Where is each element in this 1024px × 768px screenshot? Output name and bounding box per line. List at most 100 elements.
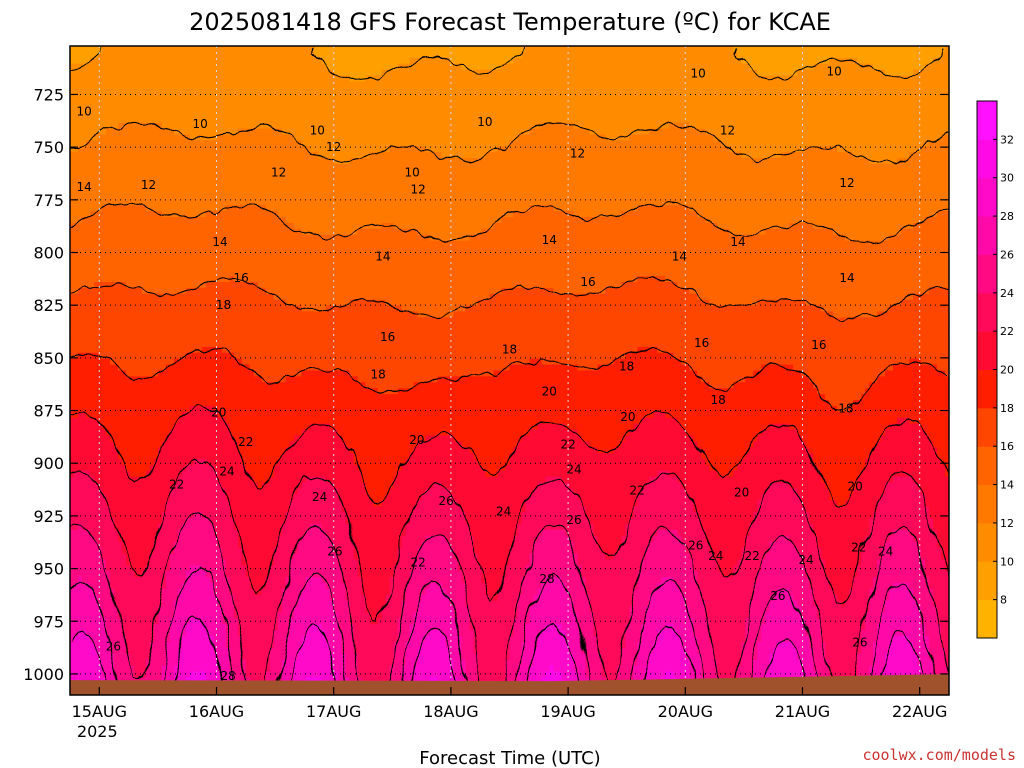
isotherm-12	[70, 120, 949, 164]
contour-label: 14	[76, 180, 91, 194]
contour-label: 10	[192, 117, 207, 131]
y-tick-label: 925	[33, 507, 64, 526]
contour-label: 18	[838, 401, 853, 415]
contour-label: 24	[219, 465, 234, 479]
contour-label: 26	[688, 538, 703, 552]
contour-label: 14	[839, 271, 854, 285]
colorbar-segment	[977, 522, 997, 562]
colorbar-label: 20	[1000, 364, 1014, 377]
colorbar-label: 10	[1000, 555, 1014, 568]
x-tick-label: 19AUG	[540, 702, 595, 721]
colorbar: 8 10 12 14 16 18 20 22 24 26 28 30 32	[976, 100, 1014, 639]
colorbar-label: 24	[1000, 287, 1014, 300]
x-tick-label: 21AUG	[775, 702, 830, 721]
contour-label: 24	[798, 553, 813, 567]
isotherm-18	[70, 348, 949, 411]
contour-label: 20	[734, 486, 749, 500]
x-tick-label: 15AUG	[72, 702, 127, 721]
x-tick-label: 20AUG	[658, 702, 713, 721]
contour-label: 16	[811, 338, 826, 352]
y-tick-label: 725	[33, 85, 64, 104]
x-tick-label: 17AUG	[306, 702, 361, 721]
contour-label: 26	[852, 635, 867, 649]
colorbar-segment	[977, 139, 997, 179]
contour-label: 10	[76, 104, 91, 118]
colorbar-label: 8	[1000, 594, 1007, 607]
contour-label: 10	[405, 165, 420, 179]
plot-frame	[69, 45, 950, 696]
y-tick-label: 950	[33, 560, 64, 579]
contour-label: 12	[271, 165, 286, 179]
x-axis-label: Forecast Time (UTC)	[419, 748, 600, 768]
colorbar-segment	[977, 599, 997, 639]
contour-label: 12	[570, 147, 585, 161]
credit-text: coolwx.com/models	[862, 746, 1016, 764]
contour-label: 24	[708, 549, 723, 563]
colorbar-segment	[977, 177, 997, 217]
contour-label: 12	[410, 182, 425, 196]
isotherm-16	[70, 276, 949, 320]
contour-label: 16	[233, 271, 248, 285]
colorbar-label: 30	[1000, 172, 1014, 185]
x-tick-label: 22AUG	[892, 702, 947, 721]
colorbar-label: 26	[1000, 248, 1014, 261]
contour-label: 22	[560, 437, 575, 451]
y-tick-label: 900	[33, 454, 64, 473]
contour-label: 10	[826, 64, 841, 78]
y-tick-label: 975	[33, 612, 64, 631]
isotherm-24	[70, 512, 949, 695]
contour-label: 16	[580, 275, 595, 289]
contour-label: 18	[619, 359, 634, 373]
contour-label: 22	[169, 477, 184, 491]
colorbar-segment	[977, 254, 997, 294]
contour-label: 10	[691, 66, 706, 80]
colorbar-label: 22	[1000, 325, 1014, 338]
x-tick-label: 18AUG	[423, 702, 478, 721]
colorbar-segment	[977, 369, 997, 409]
temperature-field	[70, 46, 949, 695]
colorbar-segment	[977, 407, 997, 447]
y-tick-label: 750	[33, 138, 64, 157]
x-tick-label: 16AUG	[189, 702, 244, 721]
y-tick-label: 825	[33, 296, 64, 315]
colorbar-segment	[977, 331, 997, 370]
colorbar-segment	[977, 561, 997, 601]
isotherm-lines	[70, 46, 949, 695]
y-tick-label: 1000	[23, 665, 64, 684]
contour-label: 14	[672, 250, 687, 264]
contour-label: 24	[566, 463, 581, 477]
contour-label: 18	[371, 368, 386, 382]
colorbar-segment	[977, 101, 997, 140]
contour-label: 22	[744, 549, 759, 563]
colorbar-label: 14	[1000, 479, 1014, 492]
grid-lines	[70, 46, 949, 695]
isotherm-14	[70, 202, 949, 244]
contour-label: 24	[496, 505, 511, 519]
contour-label: 12	[839, 176, 854, 190]
contour-label: 16	[694, 336, 709, 350]
contour-label: 28	[539, 572, 554, 586]
colorbar-segment	[977, 292, 997, 332]
colorbar-label: 12	[1000, 517, 1014, 530]
colorbar-label: 32	[1000, 133, 1014, 146]
contour-label: 14	[375, 250, 390, 264]
contour-label: 10	[310, 123, 325, 137]
contour-label: 26	[566, 513, 581, 527]
contour-label: 22	[851, 541, 866, 555]
x-tick-sublabel: 2025	[77, 722, 118, 741]
contour-label: 20	[409, 433, 424, 447]
contour-label: 24	[312, 490, 327, 504]
contour-label: 26	[327, 545, 342, 559]
contour-label: 14	[212, 235, 227, 249]
contour-label: 20	[542, 385, 557, 399]
contour-label: 22	[238, 435, 253, 449]
contour-label: 26	[439, 494, 454, 508]
contour-label: 14	[730, 235, 745, 249]
contour-label: 10	[477, 115, 492, 129]
chart-title: 2025081418 GFS Forecast Temperature (ºC)…	[189, 8, 831, 36]
contour-label: 12	[141, 178, 156, 192]
isotherm-10	[70, 46, 947, 80]
contour-label: 26	[770, 589, 785, 603]
